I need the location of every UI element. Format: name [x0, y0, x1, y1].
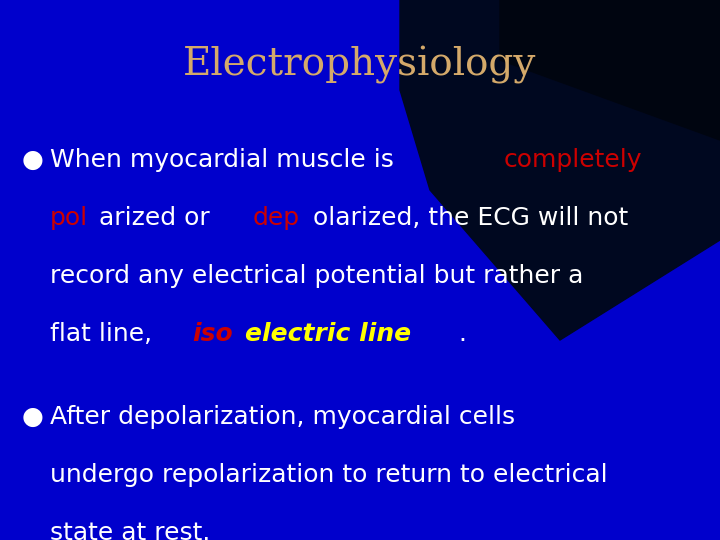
Text: ●: ● [22, 148, 44, 172]
Text: dep: dep [253, 206, 300, 230]
Text: arized or: arized or [99, 206, 218, 230]
Text: iso: iso [192, 322, 233, 346]
Text: completely: completely [504, 148, 642, 172]
Polygon shape [500, 0, 720, 140]
Text: .: . [459, 322, 467, 346]
Text: state at rest.: state at rest. [50, 521, 210, 540]
Text: ●: ● [22, 405, 44, 429]
Polygon shape [400, 0, 720, 340]
Text: When myocardial muscle is: When myocardial muscle is [50, 148, 402, 172]
Text: undergo repolarization to return to electrical: undergo repolarization to return to elec… [50, 463, 608, 487]
Text: electric line: electric line [245, 322, 410, 346]
Text: olarized, the ECG will not: olarized, the ECG will not [313, 206, 629, 230]
Text: Electrophysiology: Electrophysiology [184, 46, 536, 84]
Text: flat line,: flat line, [50, 322, 160, 346]
Text: record any electrical potential but rather a: record any electrical potential but rath… [50, 264, 583, 288]
Text: pol: pol [50, 206, 88, 230]
Text: After depolarization, myocardial cells: After depolarization, myocardial cells [50, 405, 515, 429]
